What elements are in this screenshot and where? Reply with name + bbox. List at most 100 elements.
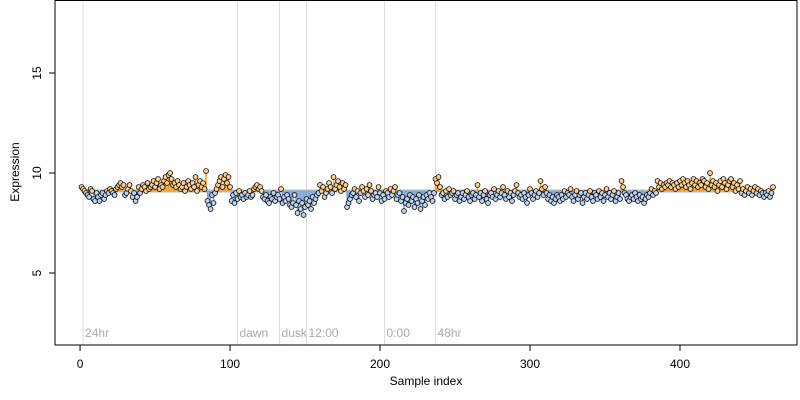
point [618, 178, 625, 184]
point [417, 206, 424, 212]
point [327, 184, 334, 190]
event-label: 48hr [438, 326, 462, 340]
x-tick-label: 200 [370, 357, 390, 371]
point [294, 210, 301, 216]
point [567, 186, 574, 192]
point [399, 194, 406, 200]
point [365, 192, 371, 198]
x-tick-label: 400 [670, 357, 690, 371]
point [306, 198, 313, 204]
point [374, 194, 380, 200]
point [401, 208, 407, 214]
point [603, 186, 610, 192]
point [299, 200, 305, 206]
point [353, 194, 359, 200]
point [587, 188, 593, 194]
x-tick-label: 300 [520, 357, 540, 371]
point [168, 176, 175, 182]
point [590, 198, 596, 204]
point [464, 188, 470, 194]
point [437, 184, 443, 190]
point [416, 192, 422, 198]
x-tick-label: 0 [77, 357, 84, 371]
point [203, 168, 209, 174]
point [485, 200, 491, 206]
point [381, 196, 388, 202]
point [579, 200, 586, 206]
point [404, 196, 410, 202]
point [111, 192, 118, 198]
point [414, 200, 421, 206]
point [509, 198, 515, 204]
point [207, 206, 214, 212]
point [405, 202, 412, 208]
point [537, 178, 544, 184]
point [617, 196, 623, 202]
point [707, 170, 713, 176]
point [308, 206, 314, 212]
event-label: dawn [240, 326, 269, 340]
point [434, 180, 440, 186]
point [479, 198, 485, 204]
point [392, 184, 398, 190]
point [291, 192, 298, 198]
point [191, 184, 197, 190]
point [225, 174, 232, 180]
point [375, 184, 382, 190]
point [611, 188, 617, 194]
point [335, 178, 341, 184]
point [263, 192, 269, 198]
point [300, 212, 307, 218]
point [704, 180, 710, 186]
point [249, 192, 256, 198]
point [687, 186, 694, 192]
event-label: 12:00 [309, 326, 339, 340]
point [227, 184, 233, 190]
point [120, 182, 127, 188]
point [770, 184, 776, 190]
point [159, 184, 166, 190]
point [536, 190, 542, 196]
plot-frame [54, 0, 798, 346]
point [330, 174, 337, 180]
point [653, 190, 659, 196]
point [329, 190, 335, 196]
point [573, 188, 580, 194]
point [224, 180, 230, 186]
point [164, 180, 170, 186]
point [144, 180, 151, 186]
point [293, 202, 299, 208]
event-label: 24hr [85, 326, 109, 340]
point [366, 182, 373, 188]
point [620, 184, 626, 190]
point [482, 188, 488, 194]
point [231, 200, 238, 206]
point [167, 170, 173, 176]
point [210, 200, 217, 206]
y-tick-label: 15 [30, 66, 44, 80]
point [278, 186, 284, 192]
point [411, 204, 418, 210]
point [600, 198, 607, 204]
point [201, 186, 208, 192]
point [276, 196, 283, 202]
event-label: dusk [282, 326, 308, 340]
point [446, 186, 452, 192]
point [719, 184, 725, 190]
point [180, 180, 187, 186]
point [297, 206, 304, 212]
point [714, 188, 721, 194]
point [342, 182, 349, 188]
point [363, 186, 370, 192]
point [270, 190, 277, 196]
event-label: 0:00 [387, 326, 411, 340]
point [467, 198, 473, 204]
point [500, 184, 506, 190]
point [435, 174, 442, 180]
y-tick-label: 5 [30, 269, 44, 276]
point [705, 186, 712, 192]
point [513, 182, 520, 188]
point [737, 178, 743, 184]
